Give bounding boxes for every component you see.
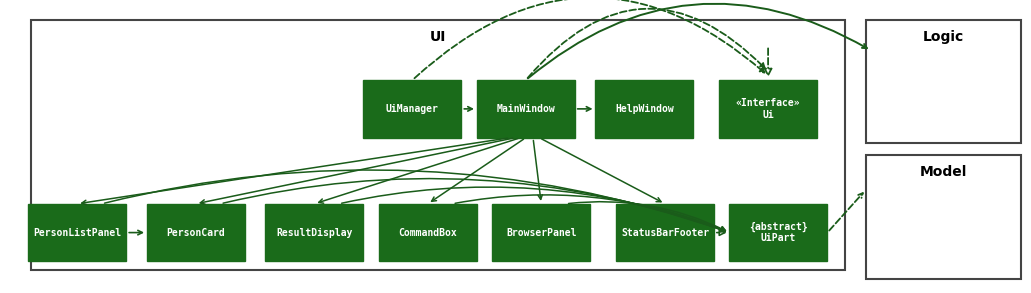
Text: ResultDisplay: ResultDisplay [276, 228, 353, 238]
FancyBboxPatch shape [493, 204, 590, 261]
Text: UI: UI [430, 30, 446, 44]
Text: MainWindow: MainWindow [497, 104, 555, 114]
Text: Model: Model [920, 165, 967, 179]
FancyBboxPatch shape [147, 204, 245, 261]
FancyBboxPatch shape [379, 204, 476, 261]
Text: «Interface»
Ui: «Interface» Ui [736, 98, 800, 120]
FancyBboxPatch shape [266, 204, 364, 261]
FancyBboxPatch shape [596, 80, 693, 138]
FancyBboxPatch shape [617, 204, 713, 261]
FancyBboxPatch shape [476, 80, 575, 138]
Text: BrowserPanel: BrowserPanel [506, 228, 576, 238]
Text: StatusBarFooter: StatusBarFooter [621, 228, 709, 238]
Text: PersonCard: PersonCard [167, 228, 225, 238]
Text: Logic: Logic [923, 30, 964, 44]
Text: HelpWindow: HelpWindow [616, 104, 673, 114]
Text: {abstract}
UiPart: {abstract} UiPart [750, 222, 807, 243]
FancyBboxPatch shape [28, 204, 126, 261]
FancyBboxPatch shape [364, 80, 462, 138]
Text: UiManager: UiManager [386, 104, 439, 114]
Text: PersonListPanel: PersonListPanel [33, 228, 122, 238]
Text: CommandBox: CommandBox [399, 228, 457, 238]
FancyBboxPatch shape [720, 80, 817, 138]
FancyBboxPatch shape [866, 20, 1021, 143]
FancyBboxPatch shape [866, 155, 1021, 279]
FancyBboxPatch shape [31, 20, 845, 270]
FancyBboxPatch shape [730, 204, 827, 261]
